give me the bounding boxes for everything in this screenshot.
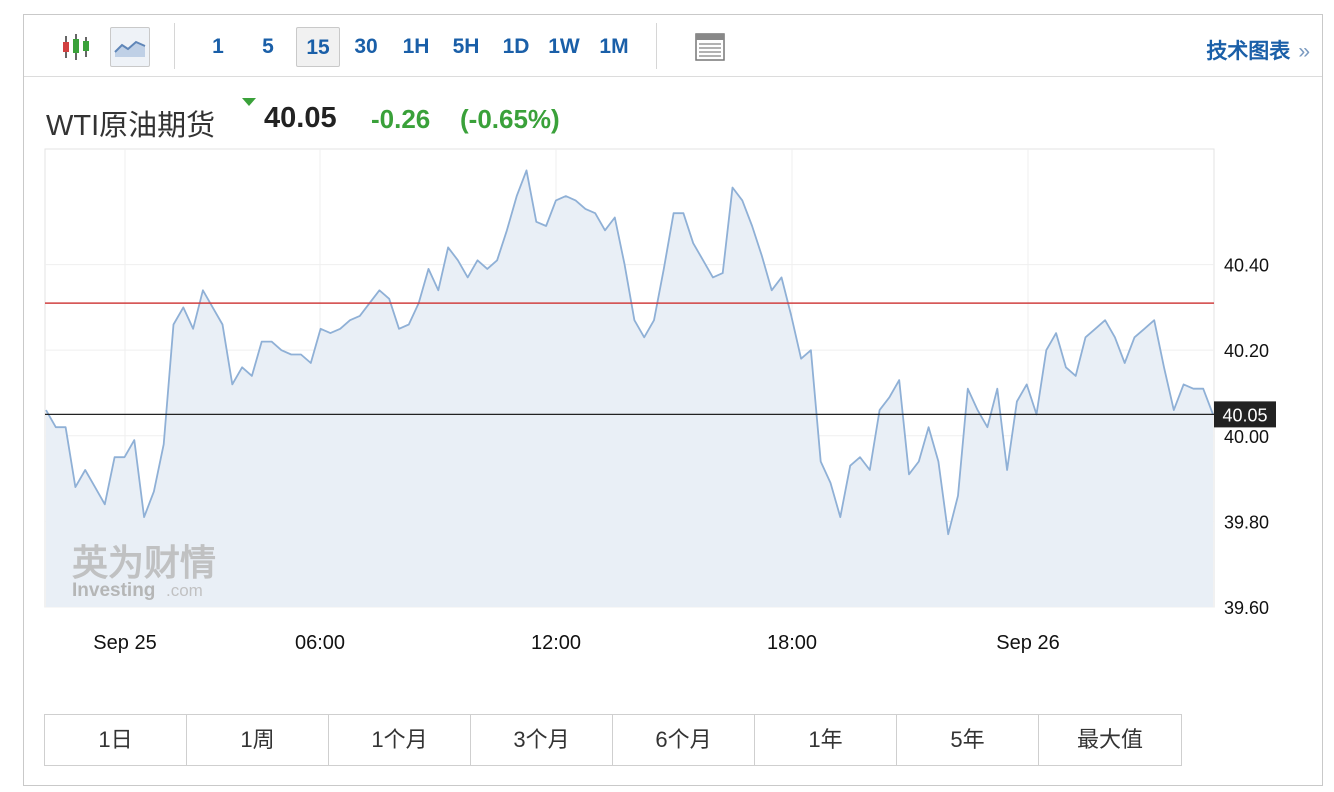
timeframe-1m[interactable]: 1M [599,35,629,58]
range-1w[interactable]: 1周 [187,715,329,765]
timeframe-15[interactable]: 15 [296,27,340,67]
timeframe-30[interactable]: 30 [354,35,378,58]
toolbar-divider [174,23,175,69]
current-price-label: 40.05 [1222,405,1267,425]
timeframe-1d[interactable]: 1D [502,35,530,58]
technical-chart-link-label: 技术图表 [1206,40,1291,63]
watermark-brand-en: Investing [72,580,155,601]
last-price: 40.05 [264,102,337,134]
x-tick-label: 18:00 [767,632,817,654]
range-1y[interactable]: 1年 [755,715,897,765]
price-change-percent: (-0.65%) [460,104,560,134]
range-1d[interactable]: 1日 [45,715,187,765]
timeframe-5h[interactable]: 5H [452,35,480,58]
chart-toolbar: 1 5 15 30 1H 5H 1D 1W 1M 技术图表 » [24,15,1322,77]
x-tick-label: 06:00 [295,632,345,654]
x-tick-label: Sep 26 [996,632,1059,654]
toolbar-divider [656,23,657,69]
instrument-name: WTI原油期货 [46,110,216,142]
y-tick-label: 40.20 [1224,341,1269,361]
y-tick-label: 40.00 [1224,427,1269,447]
x-tick-label: 12:00 [531,632,581,654]
series-line [45,169,1214,536]
technical-chart-link[interactable]: 技术图表 » [1206,35,1310,65]
range-6m[interactable]: 6个月 [613,715,755,765]
watermark-brand-cn: 英为财情 [72,543,216,584]
chevron-right-icon: » [1298,40,1310,63]
range-3m[interactable]: 3个月 [471,715,613,765]
price-change: -0.26 [371,104,431,134]
timeframe-1[interactable]: 1 [212,35,224,58]
candlestick-icon[interactable] [56,27,96,67]
widget-frame [23,14,1323,786]
range-max[interactable]: 最大值 [1039,715,1181,765]
price-down-icon [242,98,256,106]
range-5y[interactable]: 5年 [897,715,1039,765]
timeframe-5[interactable]: 5 [262,35,274,58]
line-chart-icon[interactable] [110,27,150,67]
watermark-brand-suffix: .com [166,581,203,600]
timeframe-1w[interactable]: 1W [548,35,580,58]
price-chart[interactable]: Sep 25 06:00 12:00 18:00 Sep 26 39.60 39.80 40.… [0,0,1334,700]
y-tick-label: 39.80 [1224,512,1269,532]
y-tick-label: 40.40 [1224,256,1269,276]
current-price-tag [1214,401,1276,428]
y-tick-label: 39.60 [1224,598,1269,618]
timeframe-1h[interactable]: 1H [402,35,430,58]
x-tick-label: Sep 25 [93,632,156,654]
data-table-icon[interactable] [690,27,730,67]
range-1m[interactable]: 1个月 [329,715,471,765]
range-selector: 1日 1周 1个月 3个月 6个月 1年 5年 最大值 [44,714,1182,766]
series-area [46,170,1213,607]
